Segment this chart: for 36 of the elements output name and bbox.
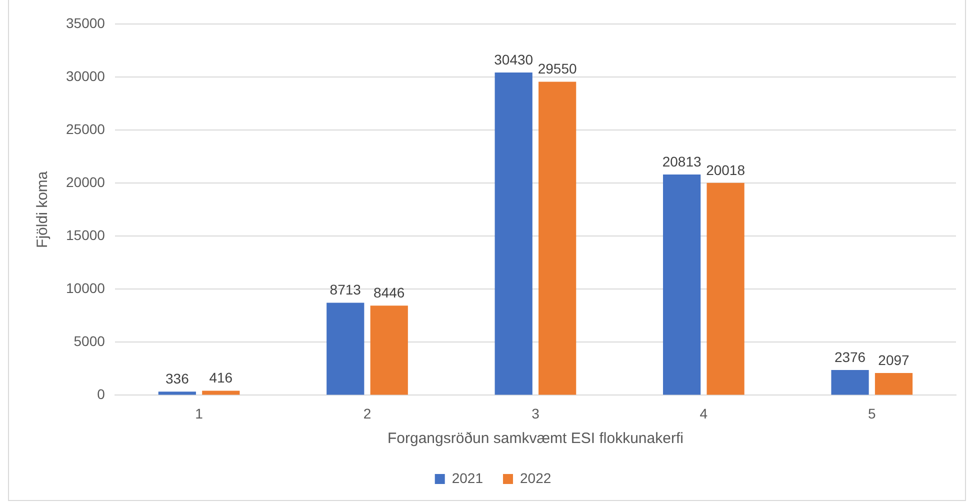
data-label: 416 — [209, 370, 233, 386]
data-label: 8446 — [374, 284, 405, 300]
x-tick-label: 5 — [868, 405, 876, 422]
bar — [874, 372, 913, 395]
data-label: 29550 — [538, 60, 578, 77]
bar — [706, 182, 744, 395]
data-label: 20813 — [662, 153, 702, 170]
legend-label: 2022 — [520, 470, 552, 486]
data-label: 30430 — [494, 51, 534, 68]
bar — [663, 174, 701, 395]
x-tick-label: 2 — [363, 405, 372, 422]
data-label: 8713 — [330, 282, 362, 298]
data-label: 20018 — [706, 162, 746, 178]
y-tick-label: 30000 — [66, 68, 106, 84]
y-tick-label: 0 — [97, 386, 106, 402]
data-label: 2376 — [834, 348, 866, 365]
bar — [158, 392, 196, 395]
y-tick-label: 5000 — [74, 333, 106, 350]
bar — [831, 370, 869, 395]
legend-label: 2021 — [452, 470, 484, 486]
bar — [326, 302, 364, 395]
y-tick-label: 25000 — [66, 120, 106, 137]
bar — [370, 306, 408, 395]
data-label: 336 — [165, 370, 190, 386]
y-tick-label: 10000 — [66, 280, 106, 296]
bar — [538, 82, 576, 395]
x-tick-label: 3 — [532, 405, 540, 422]
x-axis-title: Forgangsröðun samkvæmt ESI flokkunakerfi — [387, 430, 684, 448]
bar — [494, 72, 532, 395]
x-tick-label: 1 — [195, 405, 204, 422]
y-tick-label: 35000 — [66, 14, 106, 31]
y-tick-label: 15000 — [66, 226, 106, 243]
x-tick-label: 4 — [700, 405, 708, 422]
y-tick-label: 20000 — [66, 174, 106, 190]
data-label: 2097 — [878, 352, 910, 368]
y-axis-title: Fjöldi koma — [34, 170, 52, 248]
